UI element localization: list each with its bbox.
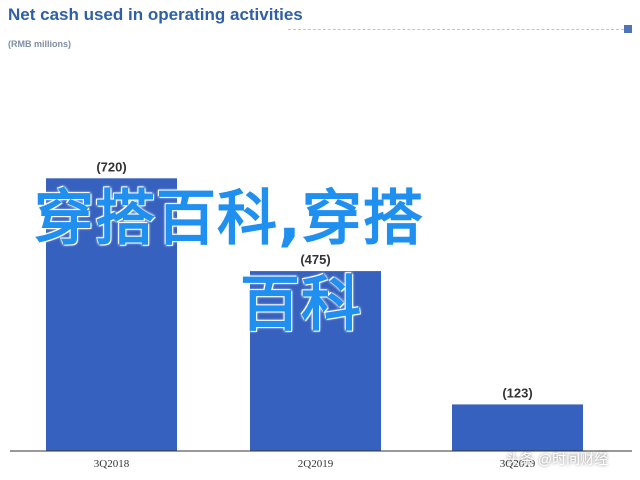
data-label-bubble [495,382,540,403]
bars-layer [46,178,583,452]
x-tick-label-2q2019: 2Q2019 [298,458,334,470]
data-label-bubble [293,249,338,270]
data-label-3q2018: (720) [96,159,126,174]
data-label-bubble [89,156,134,177]
bar-3q2018 [46,178,177,452]
labels-layer: (720) 3Q2018 (475) 2Q2019 (123) 3Q2019 [89,156,540,470]
chart-title: Net cash used in operating activities [8,5,303,24]
title-rule [288,29,624,30]
bar-2q2019 [250,271,381,451]
data-label-3q2019: (123) [502,385,532,400]
x-tick-label-3q2018: 3Q2018 [94,458,130,470]
bar-3q2019 [452,404,583,451]
watermark: 头条 @时间财经 [506,451,609,467]
title-rule-marker [624,25,632,33]
x-tick-label-3q2019: 3Q2019 [500,458,536,470]
chart-subtitle: (RMB millions) [8,39,71,49]
data-label-2q2019: (475) [300,252,330,267]
